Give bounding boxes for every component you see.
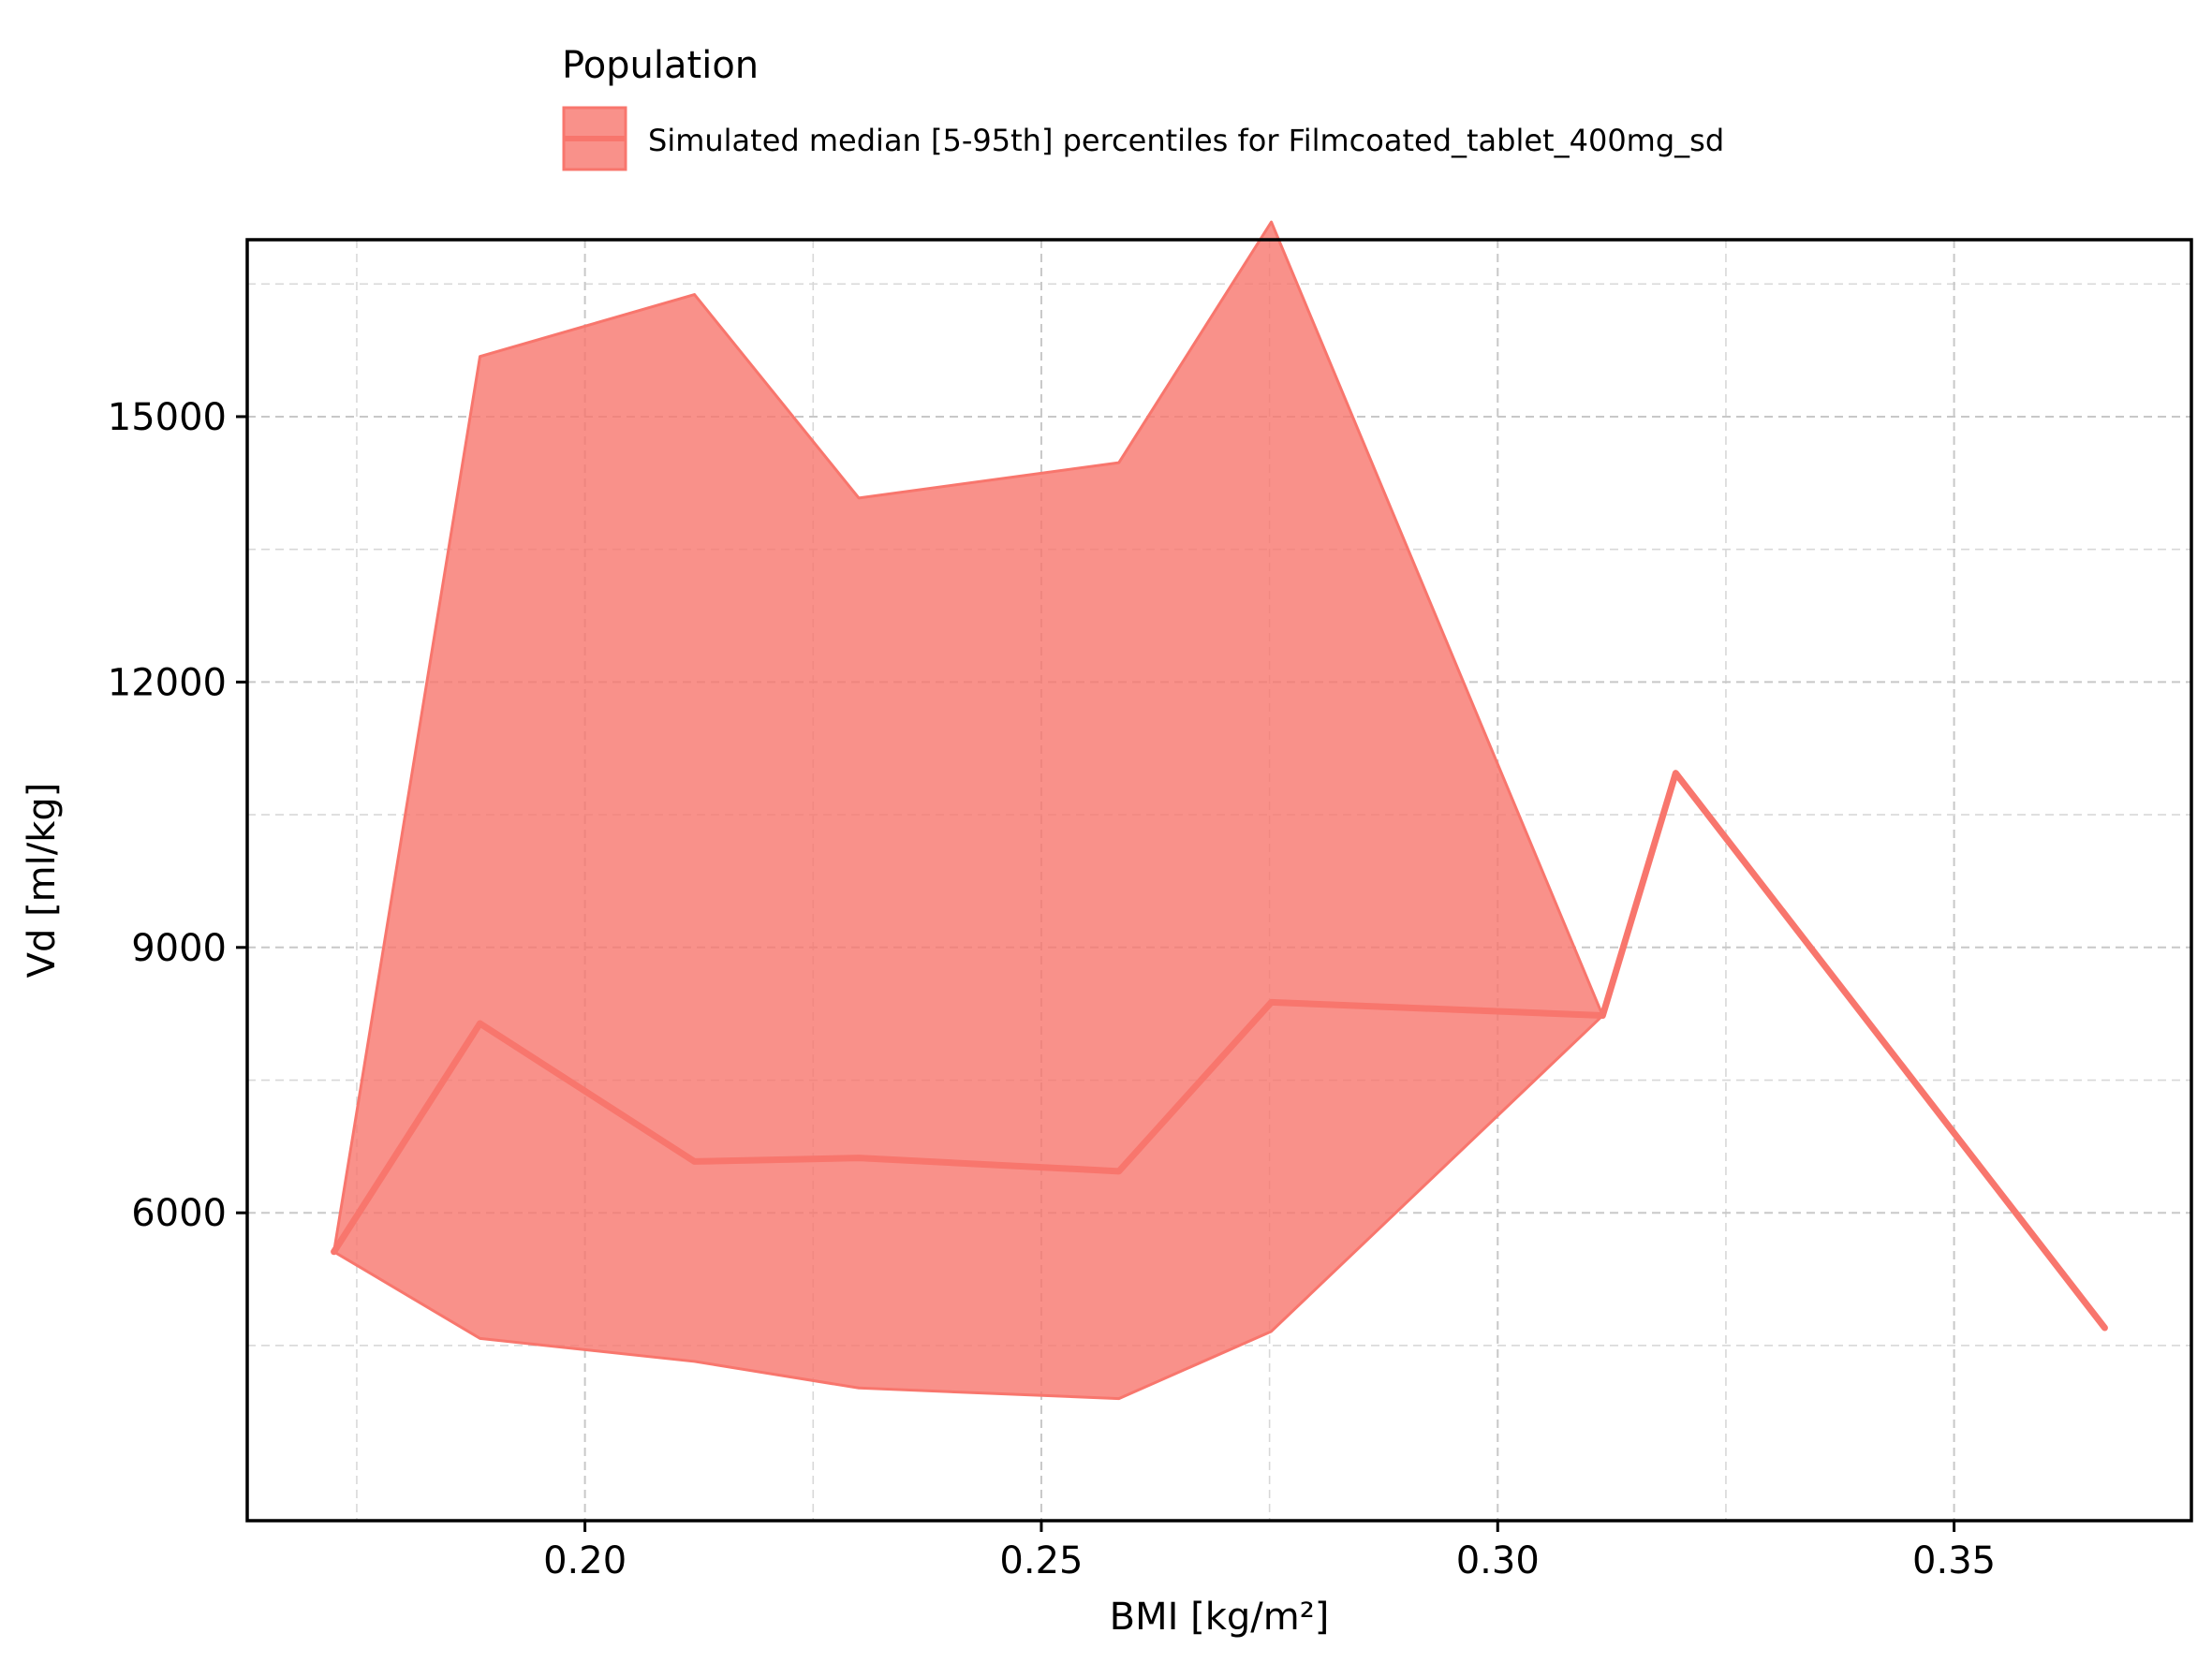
percentile-band xyxy=(332,220,2106,1401)
y-tick-label: 9000 xyxy=(131,927,227,970)
y-tick-label: 6000 xyxy=(131,1192,227,1235)
x-axis-label: BMI [kg/m²] xyxy=(1110,1596,1330,1639)
axis-ticks: 0.20 0.25 0.30 0.35 6000 9000 12000 15000 xyxy=(108,396,1996,1582)
x-tick-label: 0.35 xyxy=(1912,1539,1996,1582)
median-line xyxy=(331,770,2108,1332)
y-tick-label: 15000 xyxy=(108,396,227,439)
legend: Population Simulated median [5-95th] per… xyxy=(562,44,1724,171)
plot-frame xyxy=(245,238,2193,1523)
y-tick-label: 12000 xyxy=(108,661,227,704)
y-axis-label: Vd [ml/kg] xyxy=(21,783,64,979)
legend-entry-label: Simulated median [5-95th] percentiles fo… xyxy=(648,123,1724,158)
legend-title: Population xyxy=(562,44,759,87)
x-tick-label: 0.30 xyxy=(1456,1539,1540,1582)
series-layer xyxy=(331,220,2108,1401)
x-tick-label: 0.25 xyxy=(999,1539,1083,1582)
x-tick-label: 0.20 xyxy=(543,1539,627,1582)
